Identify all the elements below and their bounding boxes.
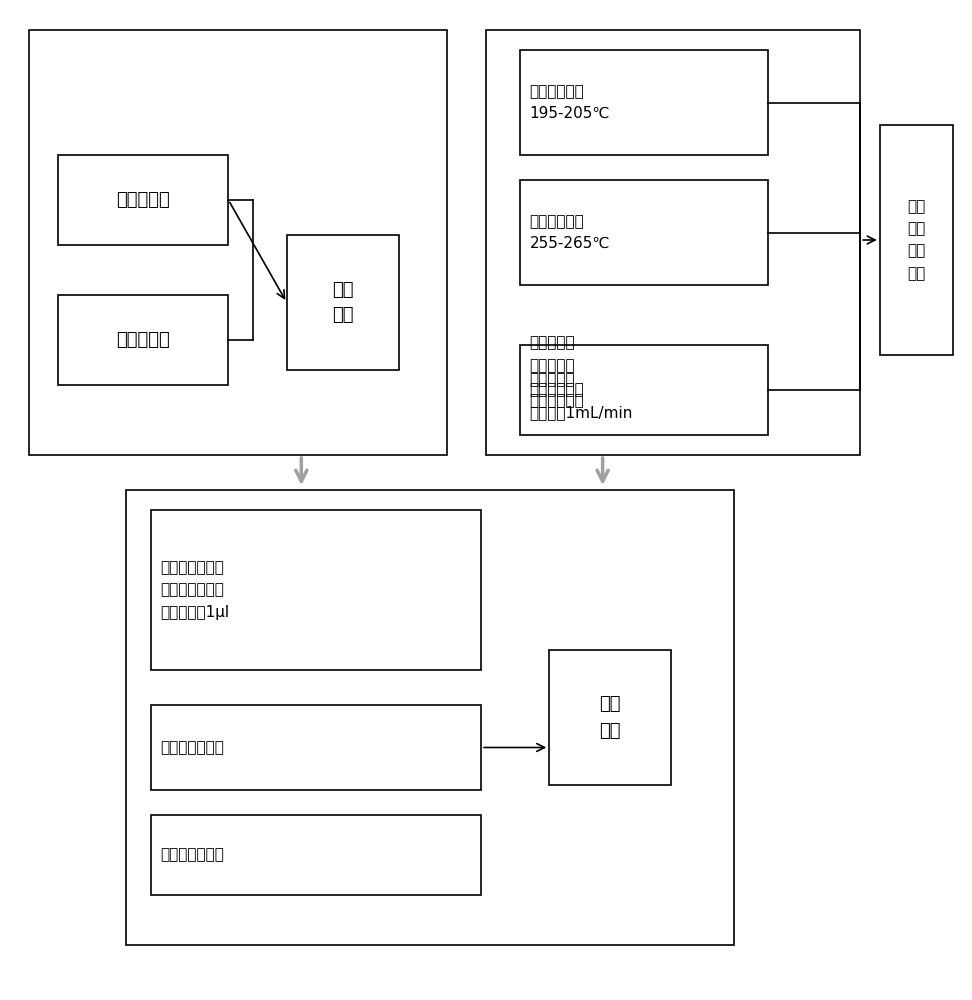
FancyBboxPatch shape (287, 235, 399, 370)
Text: 检测口温度：
255-265℃: 检测口温度： 255-265℃ (530, 215, 610, 250)
Text: 进样
检测: 进样 检测 (599, 695, 621, 740)
Text: 设定
仪器
工作
条件: 设定 仪器 工作 条件 (907, 199, 925, 281)
Text: 前期
准备: 前期 准备 (331, 281, 354, 324)
Text: 记录并分析图谱: 记录并分析图谱 (160, 740, 225, 755)
FancyBboxPatch shape (126, 490, 734, 945)
Text: 进样口温度：
195-205℃: 进样口温度： 195-205℃ (530, 85, 610, 120)
FancyBboxPatch shape (151, 815, 481, 895)
FancyBboxPatch shape (880, 125, 953, 355)
Text: 对照品溶液: 对照品溶液 (117, 331, 170, 349)
FancyBboxPatch shape (520, 180, 768, 285)
FancyBboxPatch shape (520, 345, 768, 435)
FancyBboxPatch shape (520, 50, 768, 155)
FancyBboxPatch shape (151, 705, 481, 790)
FancyBboxPatch shape (58, 155, 228, 245)
Text: 进样方式：
液体自动进样: 进样方式： 液体自动进样 (530, 372, 584, 408)
FancyBboxPatch shape (58, 295, 228, 385)
Text: 计算乙二胺浓度: 计算乙二胺浓度 (160, 848, 225, 862)
FancyBboxPatch shape (29, 30, 447, 455)
FancyBboxPatch shape (549, 650, 671, 785)
Text: 载气：氮气
燃气：氢气
助燃剂：空气
柱流量：1mL/min: 载气：氮气 燃气：氢气 助燃剂：空气 柱流量：1mL/min (530, 335, 633, 420)
Text: 对照品溶液和供
试品溶液分别液
体直接进样1μl: 对照品溶液和供 试品溶液分别液 体直接进样1μl (160, 560, 229, 620)
FancyBboxPatch shape (486, 30, 860, 455)
FancyBboxPatch shape (151, 510, 481, 670)
Text: 供试品溶液: 供试品溶液 (117, 191, 170, 209)
